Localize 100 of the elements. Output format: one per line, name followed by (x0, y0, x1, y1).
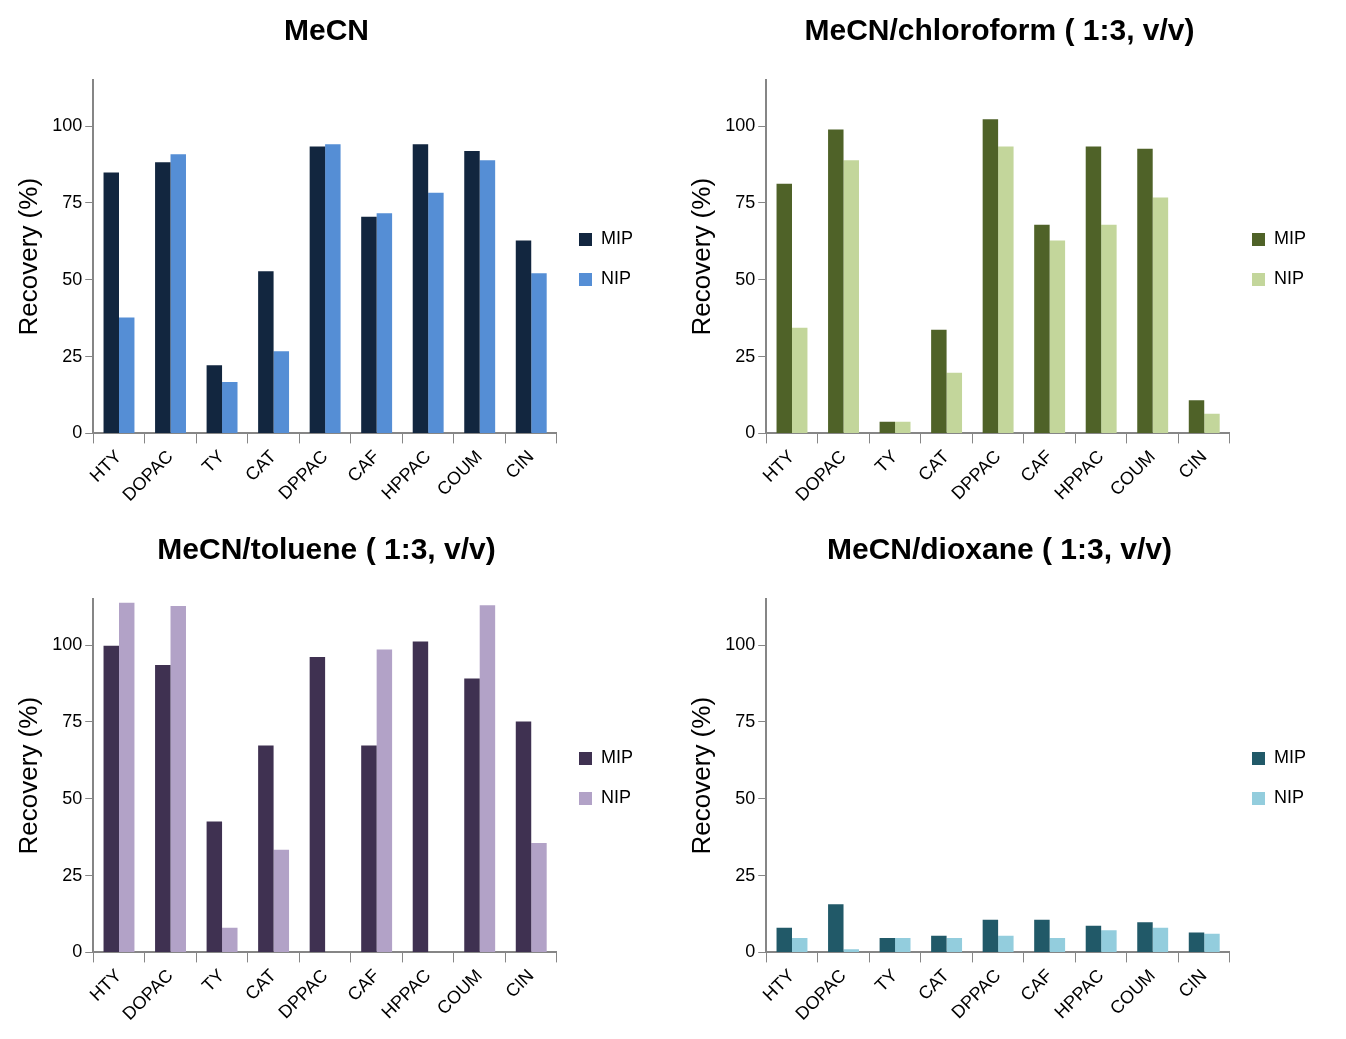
bar (946, 372, 963, 433)
y-tick-label: 75 (735, 710, 756, 731)
x-tick-label: CIN (501, 965, 538, 1002)
legend-label: MIP (601, 747, 634, 768)
bar (155, 665, 171, 952)
bar (1034, 224, 1050, 433)
bar (479, 605, 496, 952)
chart-title: MeCN/dioxane ( 1:3, v/v) (826, 532, 1173, 566)
bar (1204, 933, 1220, 952)
bar (1137, 922, 1153, 952)
y-tick-label: 100 (52, 115, 83, 136)
legend-label: MIP (601, 228, 634, 249)
bar (222, 382, 238, 433)
legend-label: MIP (1274, 747, 1307, 768)
bar (361, 216, 377, 433)
y-tick-label: 100 (725, 115, 756, 136)
bar (376, 213, 393, 433)
bar (103, 645, 119, 952)
bar (895, 937, 911, 952)
bar (515, 240, 532, 433)
bar (428, 192, 444, 433)
chart-title: MeCN/chloroform ( 1:3, v/v) (804, 13, 1195, 47)
y-tick-label: 25 (735, 345, 756, 366)
bar (776, 927, 792, 952)
bar (828, 904, 844, 952)
y-axis-title: Recovery (%) (685, 177, 716, 336)
bar (1137, 148, 1153, 433)
legend-label: MIP (1274, 228, 1307, 249)
bar (103, 172, 119, 433)
y-tick-label: 75 (735, 191, 756, 212)
bar (931, 329, 947, 433)
bar (1049, 240, 1066, 433)
bar (206, 821, 223, 952)
bar (325, 144, 341, 433)
y-tick-label: 25 (62, 864, 83, 885)
y-axis-title: Recovery (%) (12, 177, 43, 336)
bar (792, 937, 808, 952)
bar (828, 129, 844, 433)
y-tick-label: 75 (62, 191, 83, 212)
bar (998, 146, 1014, 433)
y-axis-title: Recovery (%) (685, 696, 716, 855)
bar (843, 160, 859, 433)
y-tick-label: 0 (72, 941, 83, 962)
y-tick-label: 0 (745, 422, 756, 443)
bar (1049, 937, 1066, 952)
chart-title: MeCN/toluene ( 1:3, v/v) (157, 532, 496, 566)
bar (464, 678, 480, 952)
y-tick-label: 50 (62, 787, 83, 808)
x-tick-label: CIN (1174, 446, 1211, 483)
bar (515, 721, 532, 952)
bar (879, 937, 896, 952)
x-tick-label: TY (197, 965, 229, 996)
bar (309, 657, 326, 952)
y-tick-label: 0 (72, 422, 83, 443)
y-tick-label: 50 (62, 268, 83, 289)
chart-title: MeCN (283, 13, 370, 47)
x-tick-label: CIN (501, 446, 538, 483)
bar (843, 949, 859, 952)
bar (479, 160, 496, 433)
y-tick-label: 50 (735, 787, 756, 808)
bar (879, 421, 896, 433)
bar (1101, 930, 1117, 952)
bar (361, 745, 377, 952)
bar (1101, 224, 1117, 433)
bar (258, 271, 274, 433)
bar (222, 927, 238, 952)
bar (206, 365, 223, 433)
legend-label: NIP (601, 787, 632, 808)
y-tick-label: 25 (62, 345, 83, 366)
x-tick-label: CIN (1174, 965, 1211, 1002)
bar (792, 327, 808, 433)
y-axis-title: Recovery (%) (12, 696, 43, 855)
bar (531, 843, 547, 952)
bar (258, 745, 274, 952)
legend-label: NIP (1274, 787, 1305, 808)
bar (1085, 146, 1102, 433)
bar (464, 150, 480, 433)
bar (1204, 413, 1220, 433)
bar (1188, 400, 1205, 433)
y-tick-label: 100 (725, 634, 756, 655)
legend-label: NIP (1274, 268, 1305, 289)
bar (1152, 197, 1169, 433)
bar (946, 937, 963, 952)
bar (119, 602, 135, 952)
y-tick-label: 100 (52, 634, 83, 655)
y-tick-label: 25 (735, 864, 756, 885)
bar (776, 183, 792, 433)
bar (1085, 925, 1102, 952)
bar (895, 421, 911, 433)
bar (1034, 919, 1050, 952)
y-tick-label: 0 (745, 941, 756, 962)
bar (170, 606, 186, 952)
bar (376, 649, 393, 952)
bar (531, 273, 547, 433)
bar (119, 317, 135, 433)
bar (982, 119, 999, 433)
x-tick-label: TY (870, 446, 902, 477)
legend-label: NIP (601, 268, 632, 289)
bar (309, 146, 326, 433)
bar (273, 849, 290, 952)
